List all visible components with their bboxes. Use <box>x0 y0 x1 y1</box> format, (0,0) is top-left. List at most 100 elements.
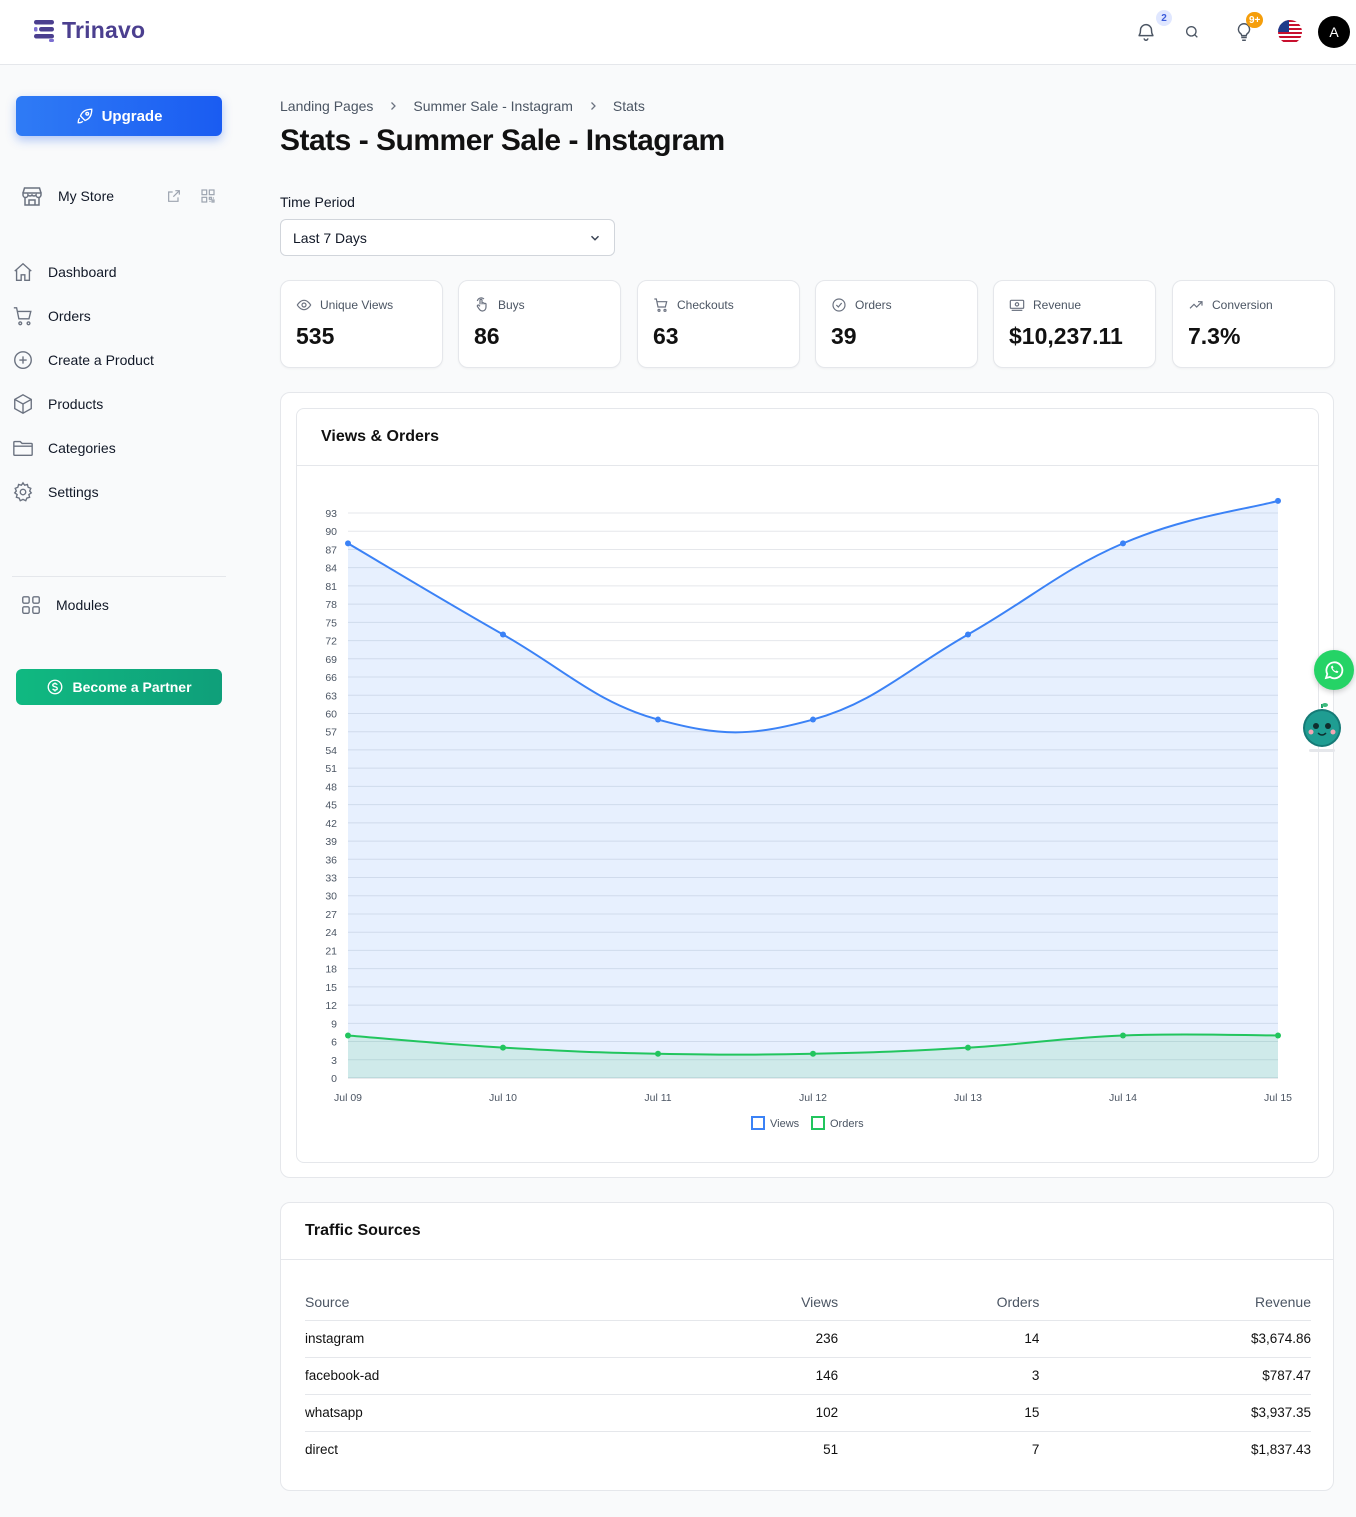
time-period-value: Last 7 Days <box>293 229 367 246</box>
breadcrumb-landing-pages[interactable]: Landing Pages <box>280 98 374 114</box>
breadcrumb-campaign[interactable]: Summer Sale - Instagram <box>413 98 573 114</box>
orders-point <box>655 1050 661 1057</box>
chevron-right-icon <box>587 100 599 112</box>
x-tick-label: Jul 11 <box>644 1092 671 1104</box>
y-tick-label: 66 <box>325 672 337 684</box>
sidebar-item-label: Settings <box>48 484 99 500</box>
stat-value: 39 <box>831 323 857 349</box>
y-tick-label: 93 <box>325 508 337 520</box>
views-point <box>500 631 506 638</box>
user-avatar[interactable]: A <box>1318 16 1350 48</box>
legend-label: Orders <box>830 1118 864 1130</box>
trend-up-icon <box>1189 301 1203 309</box>
views-cell: 146 <box>707 1357 839 1395</box>
sidebar-item-categories[interactable]: Categories <box>12 433 226 463</box>
y-tick-label: 12 <box>325 1000 337 1012</box>
sidebar-item-modules[interactable]: Modules <box>20 590 234 620</box>
search-button[interactable] <box>1180 20 1204 44</box>
tips-button[interactable]: 9+ <box>1232 12 1264 44</box>
table-row: direct 51 7 $1,837.43 <box>305 1431 1311 1468</box>
tap-icon <box>476 297 487 312</box>
traffic-title: Traffic Sources <box>305 1222 421 1239</box>
views-cell: 236 <box>707 1320 839 1358</box>
become-partner-button[interactable]: Become a Partner <box>16 669 222 705</box>
sidebar-item-create-product[interactable]: Create a Product <box>12 345 226 375</box>
breadcrumb-current: Stats <box>612 98 645 114</box>
views-point <box>965 631 971 638</box>
revenue-cell: $787.47 <box>1039 1357 1311 1395</box>
stat-card-buys: Buys 86 <box>458 280 621 368</box>
upgrade-button[interactable]: Upgrade <box>16 96 222 136</box>
sidebar-item-label: Dashboard <box>48 264 117 280</box>
brand-logo[interactable]: Trinavo <box>32 17 145 44</box>
orders-cell: 15 <box>838 1394 1040 1432</box>
language-selector[interactable] <box>1278 20 1302 44</box>
revenue-cell: $1,837.43 <box>1250 1442 1311 1458</box>
x-tick-label: Jul 15 <box>1264 1092 1292 1104</box>
sidebar-item-orders[interactable]: Orders <box>12 301 226 331</box>
stat-label: Conversion <box>1212 298 1273 312</box>
sidebar-item-label: Create a Product <box>48 352 154 368</box>
sidebar: Upgrade My Store Dashboard Orders Create… <box>0 65 238 1517</box>
sidebar-item-settings[interactable]: Settings <box>12 477 226 507</box>
y-tick-label: 81 <box>325 581 337 593</box>
whatsapp-button[interactable] <box>1314 650 1354 690</box>
y-tick-label: 51 <box>325 763 337 775</box>
external-link-icon[interactable] <box>166 188 182 204</box>
top-header: Trinavo 2 9+ A <box>0 0 1356 65</box>
y-tick-label: 60 <box>325 708 337 720</box>
plus-circle-icon <box>14 351 32 369</box>
traffic-sources-panel: Traffic Sources Source Views Orders Reve… <box>280 1202 1334 1491</box>
qr-code-icon[interactable] <box>200 188 216 204</box>
y-tick-label: 24 <box>325 927 337 939</box>
notifications-button[interactable]: 2 <box>1134 10 1172 44</box>
notifications-badge: 2 <box>1156 10 1172 26</box>
my-store-link[interactable]: My Store <box>20 184 220 208</box>
views-point <box>655 716 661 723</box>
cart-icon <box>654 298 668 312</box>
stat-label: Revenue <box>1033 298 1082 312</box>
revenue-cell: $3,674.86 <box>1039 1320 1311 1358</box>
stat-card-conversion: Conversion 7.3% <box>1172 280 1335 368</box>
views-point <box>1120 540 1126 547</box>
traffic-table: Source Views Orders Revenue instagram 23… <box>305 1284 1311 1468</box>
stat-card-unique-views: Unique Views 535 <box>280 280 443 368</box>
money-icon <box>1009 299 1025 311</box>
sidebar-item-products[interactable]: Products <box>12 389 226 419</box>
orders-point <box>965 1044 971 1051</box>
stat-value: $10,237.11 <box>1009 323 1123 349</box>
chart-title: Views & Orders <box>321 428 439 445</box>
logo-icon <box>34 19 54 42</box>
y-tick-label: 39 <box>325 836 337 848</box>
table-row: facebook-ad 146 3 $787.47 <box>305 1357 1311 1395</box>
stat-label: Checkouts <box>677 298 734 312</box>
y-tick-label: 84 <box>325 563 337 575</box>
orders-point <box>500 1044 506 1051</box>
views-orders-card: Views & Orders 0 3 6 9 12 15 18 21 24 27 30 33 36 39 4… <box>296 408 1319 1163</box>
store-icon <box>22 187 42 206</box>
y-tick-label: 69 <box>325 654 337 666</box>
sidebar-item-dashboard[interactable]: Dashboard <box>12 257 226 287</box>
orders-point <box>345 1032 351 1039</box>
y-tick-label: 90 <box>325 526 337 538</box>
us-flag-icon <box>1278 20 1302 44</box>
x-tick-label: Jul 12 <box>799 1092 827 1104</box>
box-icon <box>14 394 32 414</box>
time-period-select[interactable]: Last 7 Days <box>280 219 615 256</box>
page-title: Stats - Summer Sale - Instagram <box>280 124 725 157</box>
chatbot-icon[interactable] <box>1301 702 1343 754</box>
sidebar-divider <box>12 576 226 577</box>
x-tick-label: Jul 10 <box>489 1092 517 1104</box>
sidebar-item-label: Modules <box>56 597 109 613</box>
views-area <box>348 500 1278 1078</box>
sidebar-item-label: Orders <box>48 308 91 324</box>
stat-label: Orders <box>855 298 892 312</box>
y-tick-label: 72 <box>325 636 337 648</box>
bell-icon <box>1138 24 1154 41</box>
stat-value: 86 <box>474 323 500 349</box>
orders-cell: 14 <box>838 1320 1040 1358</box>
home-icon <box>14 262 32 281</box>
orders-point <box>1275 1032 1281 1039</box>
brand-name: Trinavo <box>62 17 146 43</box>
y-tick-label: 3 <box>331 1055 337 1067</box>
